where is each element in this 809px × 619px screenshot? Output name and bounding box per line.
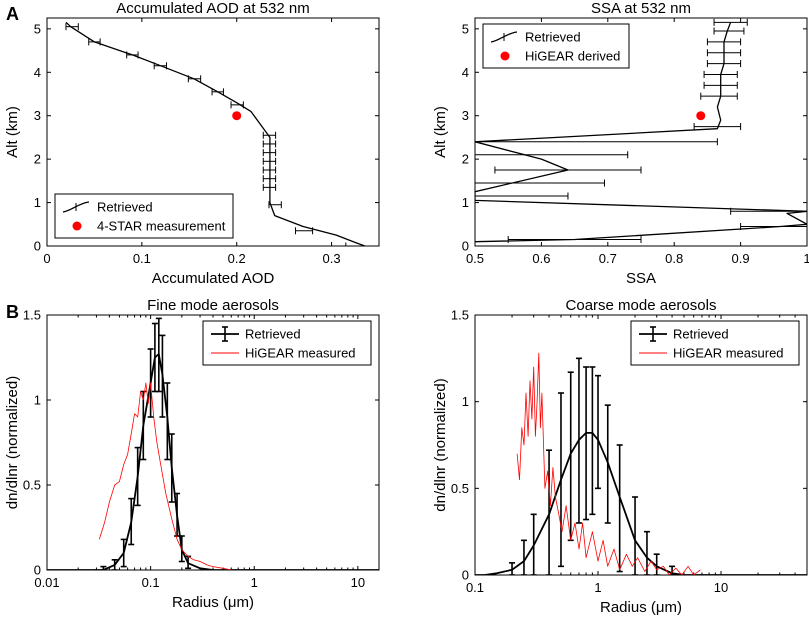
ssa-legend-box bbox=[482, 23, 630, 69]
ssa-xtick-label: 1 bbox=[803, 251, 809, 266]
coarse-xtick-label: 0.1 bbox=[466, 580, 484, 595]
fine-plot-area bbox=[47, 317, 379, 570]
ssa-ytick-label: 0 bbox=[462, 239, 469, 254]
aod-xtick-label: 0.3 bbox=[323, 251, 341, 266]
aod-legend-symbol bbox=[72, 221, 82, 231]
fine-xtick-label: 1 bbox=[251, 575, 258, 590]
aod-legend-box bbox=[54, 193, 234, 239]
coarse-higear-measured-line bbox=[516, 352, 701, 575]
fine-ytick-label: 0.5 bbox=[23, 478, 41, 493]
aod-ytick-label: 5 bbox=[34, 21, 41, 36]
ssa-xtick-label: 0.6 bbox=[532, 251, 550, 266]
ssa-ytick-label: 4 bbox=[462, 65, 469, 80]
ssa-xlabel: SSA bbox=[626, 270, 656, 287]
fine-legend-label: HiGEAR measured bbox=[245, 346, 356, 361]
ssa-higear-derived-point bbox=[696, 111, 706, 121]
fine-ylabel: dn/dlnr (normalized) bbox=[4, 376, 21, 509]
aod-axes-frame bbox=[46, 17, 380, 247]
coarse-ytick-label: 0 bbox=[462, 568, 469, 583]
fine-legend-box bbox=[202, 320, 372, 366]
ssa-plot-area bbox=[475, 18, 807, 243]
fine-xlabel: Radius (μm) bbox=[172, 594, 254, 611]
coarse-ylabel: dn/dlnr (normalized) bbox=[432, 378, 449, 511]
coarse-retrieved-line bbox=[475, 431, 807, 575]
fine-legend-label: Retrieved bbox=[245, 327, 301, 342]
fine-ytick-label: 1 bbox=[34, 393, 41, 408]
coarse-ytick-label: 0.5 bbox=[451, 481, 469, 496]
ssa-ytick-label: 3 bbox=[462, 108, 469, 123]
aod-ytick-label: 0 bbox=[34, 239, 41, 254]
coarse-legend-label: Retrieved bbox=[673, 327, 729, 342]
aod-ytick-label: 2 bbox=[34, 152, 41, 167]
fine-xtick-label: 10 bbox=[351, 575, 365, 590]
coarse-xlabel: Radius (μm) bbox=[600, 599, 682, 616]
ssa-xtick-label: 0.5 bbox=[466, 251, 484, 266]
panel-letter-b: B bbox=[6, 302, 19, 322]
coarse-legend-label: HiGEAR measured bbox=[673, 346, 784, 361]
coarse-axes-frame bbox=[474, 314, 808, 576]
ssa-ylabel: Alt (km) bbox=[432, 106, 449, 158]
fine-xtick-label: 0.01 bbox=[34, 575, 59, 590]
fine-higear-measured-line bbox=[98, 382, 232, 570]
aod-retrieved-line bbox=[65, 21, 366, 246]
fine-retrieved-line bbox=[47, 353, 379, 570]
ssa-retrieved-line bbox=[475, 22, 807, 243]
aod-xlabel: Accumulated AOD bbox=[152, 270, 275, 287]
coarse-legend-box bbox=[630, 320, 800, 366]
aod-ylabel: Alt (km) bbox=[4, 106, 21, 158]
ssa-ytick-label: 2 bbox=[462, 152, 469, 167]
ssa-xtick-label: 0.7 bbox=[599, 251, 617, 266]
aod-ytick-label: 4 bbox=[34, 65, 41, 80]
coarse-plot-area bbox=[475, 352, 807, 575]
coarse-ytick-label: 1 bbox=[462, 394, 469, 409]
aod-ytick-label: 1 bbox=[34, 195, 41, 210]
aod-xtick-label: 0 bbox=[43, 251, 50, 266]
fine-xtick-label: 0.1 bbox=[142, 575, 160, 590]
aod-4-star-measurement-point bbox=[232, 111, 242, 121]
ssa-legend-label: Retrieved bbox=[525, 30, 581, 45]
fine-ytick-label: 1.5 bbox=[23, 308, 41, 323]
ssa-xtick-label: 0.8 bbox=[665, 251, 683, 266]
fine-ytick-label: 0 bbox=[34, 563, 41, 578]
aod-legend-label: 4-STAR measurement bbox=[97, 219, 226, 234]
ssa-ytick-label: 1 bbox=[462, 195, 469, 210]
coarse-xtick-label: 1 bbox=[594, 580, 601, 595]
ssa-legend-symbol bbox=[490, 31, 518, 43]
coarse-xtick-label: 10 bbox=[714, 580, 728, 595]
ssa-legend-label: HiGEAR derived bbox=[525, 49, 620, 64]
ssa-axes-frame bbox=[474, 17, 808, 247]
coarse-title: Coarse mode aerosols bbox=[566, 297, 717, 314]
panel-letter-a: A bbox=[6, 4, 19, 24]
aod-legend-label: Retrieved bbox=[97, 200, 153, 215]
fine-title: Fine mode aerosols bbox=[147, 297, 279, 314]
aod-ytick-label: 3 bbox=[34, 108, 41, 123]
ssa-legend-symbol bbox=[500, 51, 510, 61]
ssa-xtick-label: 0.9 bbox=[732, 251, 750, 266]
aod-plot-area bbox=[65, 21, 379, 246]
aod-xtick-label: 0.2 bbox=[228, 251, 246, 266]
ssa-title: SSA at 532 nm bbox=[591, 0, 691, 17]
aod-title: Accumulated AOD at 532 nm bbox=[116, 0, 309, 17]
ssa-ytick-label: 5 bbox=[462, 21, 469, 36]
coarse-ytick-label: 1.5 bbox=[451, 308, 469, 323]
aod-xtick-label: 0.1 bbox=[133, 251, 151, 266]
aod-legend-symbol bbox=[62, 201, 90, 213]
